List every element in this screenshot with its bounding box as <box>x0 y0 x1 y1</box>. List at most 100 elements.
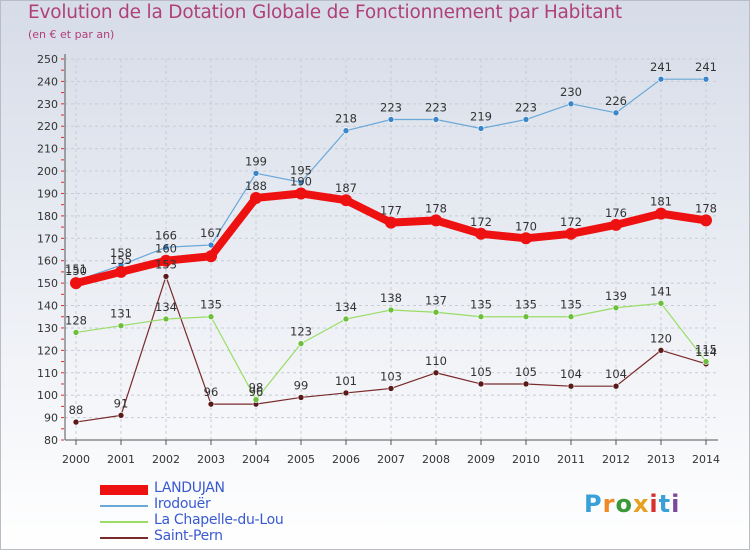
data-point-landujan <box>565 227 577 240</box>
data-label-la-chapelle-du-lou: 134 <box>335 300 357 314</box>
data-label-landujan: 176 <box>605 206 627 220</box>
data-label-la-chapelle-du-lou: 128 <box>65 313 87 327</box>
data-point-landujan <box>295 187 307 200</box>
data-point-saint-pern <box>117 412 125 419</box>
data-label-la-chapelle-du-lou: 135 <box>560 298 582 312</box>
data-point-saint-pern <box>207 400 215 408</box>
y-tick-label: 140 <box>37 300 58 313</box>
grid-lines <box>65 58 718 441</box>
data-point-irodouer <box>207 241 215 249</box>
data-label-irodouer: 151 <box>65 262 87 276</box>
data-point-la-chapelle-du-lou <box>432 308 440 316</box>
data-label-irodouer: 167 <box>200 226 222 240</box>
data-label-saint-pern: 91 <box>114 396 129 410</box>
data-label-irodouer: 226 <box>605 94 627 108</box>
legend-label-saint-pern: Saint-Pern <box>154 528 223 544</box>
data-point-irodouer <box>477 125 485 132</box>
legend-swatch-la-chapelle-du-lou <box>100 521 148 523</box>
data-point-irodouer <box>432 116 440 123</box>
data-label-irodouer: 241 <box>695 60 717 74</box>
data-point-saint-pern <box>72 418 80 426</box>
data-label-la-chapelle-du-lou: 134 <box>155 300 177 314</box>
data-point-la-chapelle-du-lou <box>252 396 260 403</box>
data-point-saint-pern <box>297 394 305 401</box>
y-tick-label: 110 <box>37 367 58 380</box>
x-tick-label: 2002 <box>152 453 180 466</box>
data-point-la-chapelle-du-lou <box>72 329 80 336</box>
data-label-saint-pern: 99 <box>294 378 309 392</box>
data-point-landujan <box>115 265 127 278</box>
chart-subtitle: (en € et par an) <box>28 28 115 41</box>
data-label-landujan: 172 <box>470 215 492 229</box>
logo-letter: t <box>658 490 672 518</box>
data-point-la-chapelle-du-lou <box>342 315 350 323</box>
logo-letter: r <box>602 490 616 518</box>
legend-label-landujan: LANDUJAN <box>154 480 225 496</box>
data-point-landujan <box>340 194 352 207</box>
x-tick-label: 2009 <box>467 453 495 466</box>
x-tick-label: 2011 <box>557 453 585 466</box>
data-point-la-chapelle-du-lou <box>612 304 620 312</box>
data-point-landujan <box>385 216 397 229</box>
data-label-irodouer: 158 <box>110 246 132 260</box>
data-point-irodouer <box>297 178 305 186</box>
data-label-landujan: 150 <box>65 264 87 278</box>
data-point-saint-pern <box>162 273 170 280</box>
data-label-irodouer: 195 <box>290 163 312 177</box>
data-point-irodouer <box>387 116 395 123</box>
data-label-la-chapelle-du-lou: 131 <box>110 307 132 321</box>
logo-letter: i <box>671 490 681 518</box>
logo-letter: i <box>649 490 659 518</box>
data-point-la-chapelle-du-lou <box>477 313 485 321</box>
chart-title: Evolution de la Dotation Globale de Fonc… <box>28 2 622 23</box>
data-point-irodouer <box>702 75 710 83</box>
data-point-landujan <box>655 207 667 220</box>
data-label-landujan: 188 <box>245 179 267 193</box>
data-label-irodouer: 223 <box>425 101 447 115</box>
legend-swatch-landujan <box>100 485 148 495</box>
y-tick-label: 210 <box>37 143 58 156</box>
data-point-landujan <box>70 277 82 290</box>
data-label-saint-pern: 104 <box>605 367 627 381</box>
data-label-saint-pern: 153 <box>155 257 177 271</box>
data-point-la-chapelle-du-lou <box>522 313 530 321</box>
data-label-la-chapelle-du-lou: 137 <box>425 293 447 307</box>
y-tick-label: 230 <box>37 98 58 111</box>
data-label-irodouer: 223 <box>515 101 537 115</box>
legend-label-irodouer: Irodouër <box>154 496 211 512</box>
data-point-la-chapelle-du-lou <box>702 358 710 365</box>
series-la-chapelle-du-lou <box>72 299 710 403</box>
data-label-la-chapelle-du-lou: 115 <box>695 343 717 357</box>
data-label-saint-pern: 120 <box>650 331 672 345</box>
y-tick-label: 220 <box>37 120 58 133</box>
data-point-la-chapelle-du-lou <box>117 322 125 330</box>
data-label-saint-pern: 101 <box>335 374 357 388</box>
x-tick-label: 2001 <box>107 453 135 466</box>
logo-letter: P <box>584 490 603 518</box>
series-saint-pern <box>72 273 710 426</box>
x-tick-label: 2006 <box>332 453 360 466</box>
data-label-irodouer: 218 <box>335 112 357 126</box>
y-tick-label: 100 <box>37 389 58 402</box>
y-tick-labels: 80 90 100 110 120 130 140 150 160 170 180 190 200 210… <box>37 53 58 447</box>
data-point-landujan <box>700 214 712 227</box>
y-tick-label: 170 <box>37 232 58 245</box>
data-label-la-chapelle-du-lou: 135 <box>515 298 537 312</box>
data-label-la-chapelle-du-lou: 135 <box>200 298 222 312</box>
data-label-irodouer: 223 <box>380 101 402 115</box>
legend-swatch-irodouer <box>100 505 148 507</box>
data-point-saint-pern <box>522 380 530 388</box>
data-label-la-chapelle-du-lou: 123 <box>290 325 312 339</box>
axes <box>61 54 718 445</box>
data-label-landujan: 181 <box>650 195 672 209</box>
x-tick-label: 2005 <box>287 453 315 466</box>
data-label-landujan: 190 <box>290 174 312 188</box>
data-point-saint-pern <box>387 385 395 392</box>
data-point-saint-pern <box>657 347 665 354</box>
data-label-saint-pern: 104 <box>560 367 582 381</box>
data-point-irodouer <box>342 127 350 135</box>
data-label-landujan: 160 <box>155 242 177 256</box>
data-point-la-chapelle-du-lou <box>207 313 215 321</box>
data-label-saint-pern: 105 <box>470 365 492 379</box>
